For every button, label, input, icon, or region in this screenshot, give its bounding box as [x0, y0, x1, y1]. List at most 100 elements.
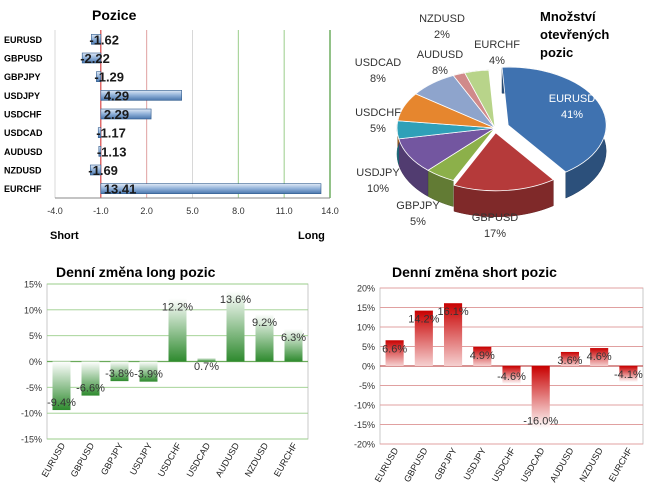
value-label: 16.1%: [437, 306, 468, 318]
category-label: GBPUSD: [69, 441, 97, 479]
value-label: -6.6%: [76, 383, 105, 395]
value-label: 12.2%: [162, 301, 193, 313]
short-axis-label: Short: [50, 230, 79, 242]
category-label: EURCHF: [4, 184, 42, 194]
position-bar: [81, 52, 102, 64]
pie-slice-percent: 41%: [561, 109, 583, 121]
value-label: -2.22: [80, 51, 110, 66]
position-bar: [91, 34, 102, 45]
y-tick-label: -15%: [354, 420, 375, 430]
pie-slice-percent: 5%: [370, 123, 386, 135]
value-bar: [414, 310, 433, 366]
category-label: EURCHF: [272, 441, 300, 479]
y-tick-label: 5%: [362, 342, 375, 352]
position-bar: [89, 164, 102, 176]
pie-slice-name: GBPUSD: [472, 212, 519, 224]
value-label: -16.0%: [523, 415, 558, 427]
daily-short-chart: -20% -15% -10% -5% 0% 5% 10% 15% 20% 6.6% EURUSD 14…: [354, 284, 644, 484]
category-label: AUDUSD: [214, 441, 242, 479]
category-label: EURUSD: [40, 441, 68, 479]
value-bar: [385, 340, 404, 366]
y-tick-label: -5%: [359, 381, 375, 391]
pie-slice-percent: 17%: [484, 228, 506, 240]
x-tick-label: 14.0: [321, 206, 339, 216]
position-bar: [100, 183, 322, 194]
pie-slice-name: USDJPY: [356, 167, 400, 179]
value-label: -1.13: [97, 144, 127, 159]
value-label: 2.29: [104, 107, 129, 122]
pie-slice-name: EURUSD: [549, 93, 596, 105]
pie-slice-name: EURCHF: [474, 39, 520, 51]
category-label: EURCHF: [607, 446, 635, 484]
category-label: NZDUSD: [4, 166, 42, 176]
value-label: 4.9%: [470, 350, 495, 362]
position-bar: [100, 90, 182, 101]
category-label: GBPUSD: [4, 54, 43, 64]
y-tick-label: -20%: [354, 440, 375, 450]
x-tick-label: 11.0: [276, 206, 293, 216]
positions-chart: -4.0 -1.0 2.0 5.0 8.0 11.0 14.0 EURUSD -1.62 GBPU…: [4, 30, 339, 216]
y-tick-label: -15%: [21, 435, 42, 445]
pie-slice: [501, 66, 607, 173]
pie-slice-name: USDCHF: [355, 107, 401, 119]
category-label: USDJPY: [462, 446, 488, 482]
value-bar: [502, 366, 521, 384]
pie-slice-percent: 10%: [367, 183, 389, 195]
value-label: -1.17: [96, 126, 126, 141]
value-label: 0.7%: [194, 361, 219, 373]
y-tick-label: 0%: [362, 362, 375, 372]
value-label: 13.41: [104, 182, 137, 197]
long-axis-label: Long: [298, 230, 325, 242]
value-bar: [560, 351, 580, 366]
value-bar: [52, 361, 71, 411]
value-bar: [531, 366, 550, 429]
y-tick-label: 10%: [24, 305, 42, 315]
value-bar: [197, 357, 216, 362]
y-tick-label: 20%: [357, 284, 375, 294]
category-label: USDCHF: [4, 110, 42, 120]
value-label: 4.6%: [587, 351, 612, 363]
category-label: GBPJPY: [432, 446, 458, 482]
daily-long-title: Denní změna long pozic: [56, 264, 216, 280]
pie-slice-name: GBPJPY: [396, 200, 440, 212]
category-label: NZDUSD: [243, 441, 271, 479]
x-tick-label: -4.0: [47, 206, 63, 216]
position-bar: [96, 71, 102, 82]
y-tick-label: 0%: [29, 357, 42, 367]
daily-long-chart: -15% -10% -5% 0% 5% 10% 15% -9.4% EURUSD -6.6% GBP…: [21, 280, 309, 479]
category-label: AUDUSD: [548, 446, 576, 484]
x-tick-label: 2.0: [140, 206, 153, 216]
category-label: EURUSD: [373, 446, 401, 484]
pie-slice-percent: 2%: [434, 29, 450, 41]
value-bar: [619, 366, 638, 382]
position-bar: [98, 146, 102, 157]
pie-slice-percent: 8%: [432, 65, 448, 77]
value-bar: [139, 361, 158, 382]
position-bar: [100, 108, 152, 120]
category-label: USDCAD: [185, 441, 213, 479]
value-label: 4.29: [104, 88, 129, 103]
value-bar: [226, 291, 245, 362]
category-label: USDJPY: [4, 91, 40, 101]
pie-title-line-1: Množství: [540, 9, 596, 24]
daily-short-title: Denní změna short pozic: [392, 264, 557, 280]
category-label: USDCAD: [519, 446, 547, 484]
pie-slice-name: USDCAD: [355, 57, 402, 69]
positions-title: Pozice: [92, 7, 137, 23]
pie-slice-name: AUDUSD: [417, 49, 464, 61]
category-label: GBPJPY: [99, 441, 125, 477]
pie-title-line-3: pozic: [540, 45, 573, 60]
value-label: 14.2%: [408, 314, 439, 326]
category-label: NZDUSD: [577, 446, 605, 484]
y-tick-label: 15%: [357, 303, 375, 313]
value-label: -3.8%: [105, 368, 134, 380]
category-label: EURUSD: [4, 35, 43, 45]
y-tick-label: -10%: [21, 409, 42, 419]
value-bar: [255, 313, 274, 362]
category-label: USDJPY: [128, 441, 154, 477]
value-bar: [168, 298, 187, 362]
value-label: -1.69: [88, 163, 118, 178]
y-tick-label: 5%: [29, 331, 42, 341]
x-tick-label: 8.0: [232, 206, 245, 216]
